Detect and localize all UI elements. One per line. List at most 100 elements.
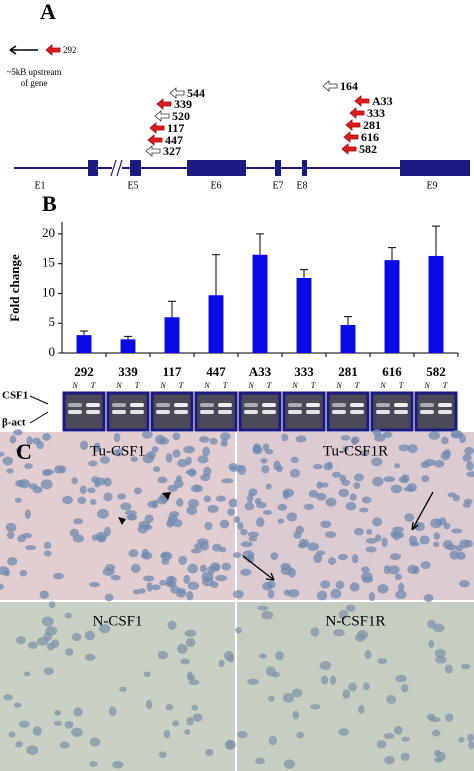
nucleus xyxy=(353,527,364,536)
primer-arrow xyxy=(354,95,370,107)
nucleus xyxy=(308,490,319,498)
nucleus xyxy=(72,534,84,543)
nucleus xyxy=(462,501,472,508)
nucleus xyxy=(88,460,98,467)
nucleus xyxy=(191,704,199,711)
nucleus xyxy=(126,513,138,521)
nucleus xyxy=(97,508,109,519)
nucleus xyxy=(141,548,149,558)
nucleus xyxy=(94,482,101,488)
nucleus xyxy=(277,518,285,524)
nucleus xyxy=(24,509,31,519)
nucleus xyxy=(237,522,244,530)
bar xyxy=(120,339,136,353)
gel-band xyxy=(332,403,346,407)
image-label: Tu-CSF1R xyxy=(323,443,388,459)
nucleus xyxy=(157,650,169,660)
nucleus xyxy=(433,541,440,547)
nucleus xyxy=(365,546,377,553)
nucleus xyxy=(240,541,253,548)
nucleus xyxy=(349,582,360,592)
nucleus xyxy=(372,476,384,487)
nucleus xyxy=(228,498,239,508)
nucleus xyxy=(392,526,404,532)
primer-label: 333 xyxy=(367,106,385,120)
nucleus xyxy=(219,546,227,553)
nucleus xyxy=(228,462,239,471)
nucleus xyxy=(439,517,447,526)
nucleus xyxy=(368,591,376,602)
primer-label: A33 xyxy=(372,94,393,108)
nucleus xyxy=(390,484,403,494)
gel-band xyxy=(288,410,302,414)
break-mark xyxy=(110,159,123,177)
nucleus xyxy=(40,479,53,490)
nucleus xyxy=(338,728,350,736)
gel-band xyxy=(306,403,320,407)
nucleus xyxy=(315,492,327,501)
arrow xyxy=(9,45,38,55)
nucleus xyxy=(445,713,454,722)
nucleus xyxy=(421,475,430,483)
nucleus xyxy=(445,544,458,551)
nucleus xyxy=(112,449,120,456)
nucleus xyxy=(348,682,357,692)
nucleus xyxy=(59,741,70,749)
nucleus xyxy=(21,532,33,539)
lane-label: T xyxy=(267,381,272,390)
nucleus xyxy=(440,451,450,461)
nucleus xyxy=(466,471,474,478)
nucleus xyxy=(176,498,184,507)
nucleus xyxy=(342,689,351,699)
nucleus xyxy=(265,483,272,490)
upstream-note: of gene xyxy=(21,78,48,88)
primer-arrow xyxy=(149,122,165,134)
primer-arrow xyxy=(45,44,61,56)
nucleus xyxy=(172,432,181,441)
nucleus xyxy=(151,584,161,591)
nucleus xyxy=(91,534,99,541)
nucleus xyxy=(13,702,22,708)
nucleus xyxy=(383,564,391,575)
exon xyxy=(130,160,141,176)
nucleus xyxy=(205,748,214,757)
nucleus xyxy=(7,556,18,566)
nucleus xyxy=(345,501,357,511)
x-tick-label: 292 xyxy=(74,364,94,379)
nucleus xyxy=(142,453,155,464)
nucleus xyxy=(364,649,372,660)
primer-label: 292 xyxy=(63,45,77,55)
nucleus xyxy=(16,636,26,645)
nucleus xyxy=(310,627,320,637)
y-tick-label: 20 xyxy=(42,225,55,240)
nucleus xyxy=(6,531,15,539)
nucleus xyxy=(132,589,141,595)
nucleus xyxy=(372,428,382,436)
nucleus xyxy=(366,529,373,535)
nucleus xyxy=(89,737,101,747)
nucleus xyxy=(262,443,270,451)
nucleus xyxy=(108,706,117,717)
nucleus xyxy=(240,568,252,576)
gel-band xyxy=(394,403,408,407)
nucleus xyxy=(296,731,305,739)
nucleus xyxy=(42,433,51,441)
y-tick-label: 0 xyxy=(49,344,56,359)
nucleus xyxy=(215,574,227,582)
nucleus xyxy=(146,582,153,592)
nucleus xyxy=(277,503,288,511)
nucleus xyxy=(190,548,202,554)
nucleus xyxy=(14,497,22,504)
nucleus xyxy=(190,484,203,493)
nucleus xyxy=(338,609,349,620)
nucleus xyxy=(394,573,402,581)
nucleus xyxy=(428,639,435,648)
nucleus xyxy=(273,460,281,471)
nucleus xyxy=(261,465,270,474)
nucleus xyxy=(54,465,64,474)
primer-label: 117 xyxy=(167,121,184,135)
nucleus xyxy=(372,517,383,527)
nucleus xyxy=(246,493,254,503)
nucleus xyxy=(143,524,153,530)
nucleus xyxy=(141,430,153,439)
